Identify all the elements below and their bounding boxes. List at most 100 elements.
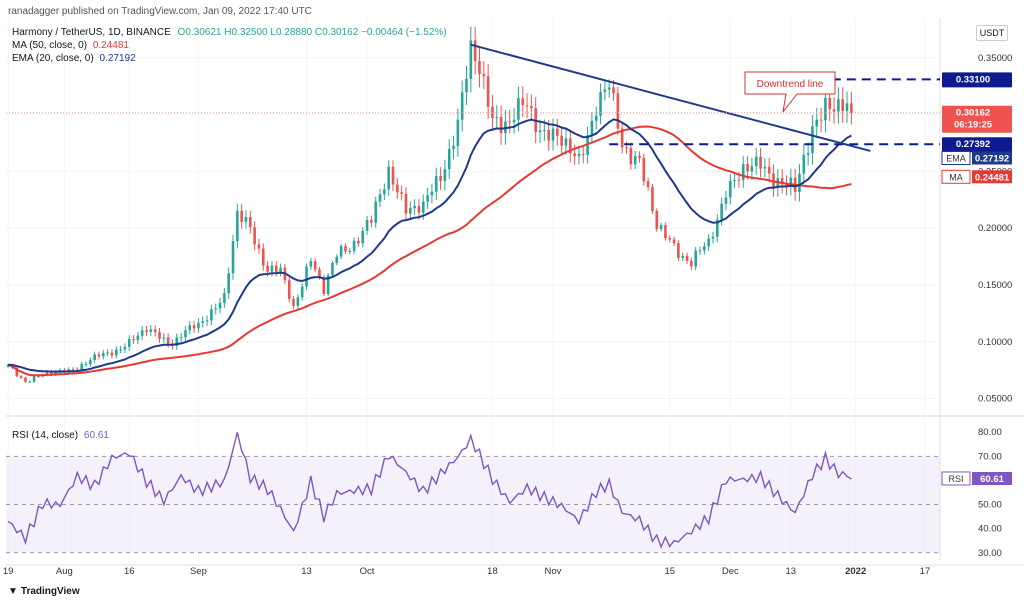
ema-tag-label-bg <box>941 150 971 165</box>
candle <box>240 210 243 222</box>
candle <box>612 87 615 94</box>
candle <box>140 330 144 336</box>
candle <box>123 346 127 350</box>
candle <box>642 158 646 182</box>
candle <box>668 238 672 240</box>
candle <box>15 367 19 377</box>
time-tick-label: 19 <box>3 566 14 577</box>
candle <box>703 246 706 251</box>
candle <box>266 265 269 272</box>
candle <box>370 220 373 223</box>
candle <box>253 227 256 245</box>
ema-legend-value: 0.27192 <box>99 53 136 64</box>
candle <box>396 184 399 193</box>
candle <box>802 154 806 174</box>
candle <box>625 147 628 149</box>
candle <box>763 166 767 169</box>
candle <box>568 138 572 154</box>
candle <box>469 40 473 79</box>
time-tick-label: 2022 <box>845 566 866 577</box>
candle <box>590 120 594 136</box>
time-tick-label: Sep <box>190 566 207 577</box>
candle <box>417 206 421 213</box>
time-tick-label: Aug <box>56 566 73 577</box>
candle <box>629 147 633 165</box>
candle <box>573 153 576 157</box>
currency-button[interactable]: USDT <box>976 25 1008 41</box>
rsi-legend: RSI (14, close) 60.61 <box>12 430 109 441</box>
time-tick-label: 17 <box>920 566 931 577</box>
candle <box>179 337 183 339</box>
candle <box>538 130 542 133</box>
candle <box>741 164 745 181</box>
candle <box>815 119 819 127</box>
candle <box>344 246 347 252</box>
candle <box>460 92 464 120</box>
candle <box>733 179 736 181</box>
candle <box>404 193 408 214</box>
candle <box>473 40 477 62</box>
current-price-tag-bg <box>942 105 1012 133</box>
candle <box>331 262 334 276</box>
candle <box>80 364 83 370</box>
candle <box>754 156 758 167</box>
candle <box>274 265 278 273</box>
candle <box>6 364 10 367</box>
candle <box>607 87 611 90</box>
candle <box>383 189 386 195</box>
candle <box>205 320 209 322</box>
candle <box>577 153 581 157</box>
time-tick-label: 13 <box>301 566 312 577</box>
candle <box>785 184 788 187</box>
ma-tag-label-bg <box>941 169 971 184</box>
candle <box>508 121 512 123</box>
candle <box>409 208 412 214</box>
candle <box>517 98 520 120</box>
candle <box>132 339 135 341</box>
candle <box>599 92 602 116</box>
candle <box>28 381 32 383</box>
candle <box>750 166 754 172</box>
candle <box>101 352 105 357</box>
candle <box>512 119 516 122</box>
candle <box>361 230 365 244</box>
candle <box>24 377 27 382</box>
candle <box>677 243 680 258</box>
candle <box>685 255 689 261</box>
candle <box>32 376 36 382</box>
candle <box>525 105 529 107</box>
candle <box>824 97 827 121</box>
downtrend-label: Downtrend line <box>757 79 824 90</box>
candle <box>434 176 438 192</box>
current-price-tag-text: 0.30162 <box>956 108 990 119</box>
candle <box>620 128 624 148</box>
candle <box>495 116 499 118</box>
candle <box>465 78 468 93</box>
candle <box>837 99 840 112</box>
candle <box>581 153 585 155</box>
ema-legend: EMA (20, close, 0) 0.27192 <box>12 53 136 64</box>
candle <box>270 265 274 272</box>
title-line: Harmony / TetherUS, 1D, BINANCE O0.30621… <box>12 27 447 38</box>
candle <box>119 349 122 351</box>
rsi-tick-label: 30.00 <box>978 548 1002 559</box>
candle <box>305 266 308 287</box>
candle <box>543 130 546 132</box>
candle <box>551 128 555 141</box>
candle <box>326 275 330 295</box>
candle <box>694 250 697 267</box>
price-tick-label: 0.35000 <box>978 53 1012 64</box>
candle <box>400 192 403 194</box>
candle <box>261 248 265 266</box>
candle <box>690 260 693 267</box>
candle <box>616 93 620 129</box>
downtrend-callout <box>744 71 836 113</box>
candle <box>192 325 196 329</box>
candle <box>603 89 607 93</box>
ma-tag-bg <box>972 170 1012 184</box>
candle <box>651 186 654 211</box>
candle <box>832 109 836 112</box>
time-tick-label: 16 <box>124 566 135 577</box>
ma-legend-value: 0.24481 <box>92 40 129 51</box>
candle <box>564 138 568 146</box>
